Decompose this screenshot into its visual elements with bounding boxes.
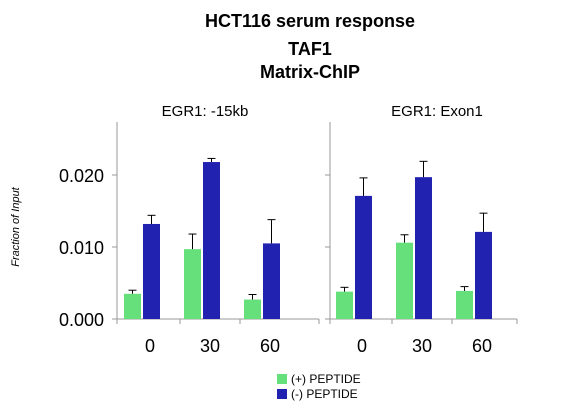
x-tick-label: 60	[472, 336, 492, 356]
bar-minus-peptide	[475, 231, 492, 319]
y-tick-label: 0.000	[59, 310, 104, 330]
panel-title-left: EGR1: -15kb	[162, 103, 249, 120]
plot-area: 0.000 0.010 0.020 0 30 60 0 30 60	[59, 122, 518, 356]
bar-minus-peptide	[143, 223, 160, 319]
x-tick-label: 0	[145, 336, 155, 356]
legend-label-plus: (+) PEPTIDE	[291, 372, 361, 386]
bar-minus-peptide	[263, 243, 280, 319]
x-tick-label: 30	[200, 336, 220, 356]
bar-plus-peptide	[336, 291, 353, 319]
chart-title-line1: HCT116 serum response	[205, 11, 415, 31]
panel-title-right: EGR1: Exon1	[391, 103, 483, 120]
y-tick-label: 0.010	[59, 238, 104, 258]
bar-plus-peptide	[244, 299, 261, 319]
bar-minus-peptide	[203, 162, 220, 319]
bar-minus-peptide	[415, 177, 432, 319]
x-tick-label: 60	[260, 336, 280, 356]
y-tick-label: 0.020	[59, 166, 104, 186]
bar-plus-peptide	[184, 249, 201, 319]
x-tick-label: 0	[357, 336, 367, 356]
legend-label-minus: (-) PEPTIDE	[291, 387, 358, 401]
chart-title-line3: Matrix-ChIP	[260, 62, 360, 82]
bar-plus-peptide	[456, 290, 473, 319]
legend-swatch-plus	[277, 374, 287, 384]
x-tick-label: 30	[412, 336, 432, 356]
legend-swatch-minus	[277, 389, 287, 399]
chart-title-line2: TAF1	[288, 39, 332, 59]
bar-plus-peptide	[124, 293, 141, 319]
y-axis-label: Fraction of Input	[10, 186, 22, 266]
bar-minus-peptide	[355, 195, 372, 319]
bar-plus-peptide	[396, 242, 413, 319]
